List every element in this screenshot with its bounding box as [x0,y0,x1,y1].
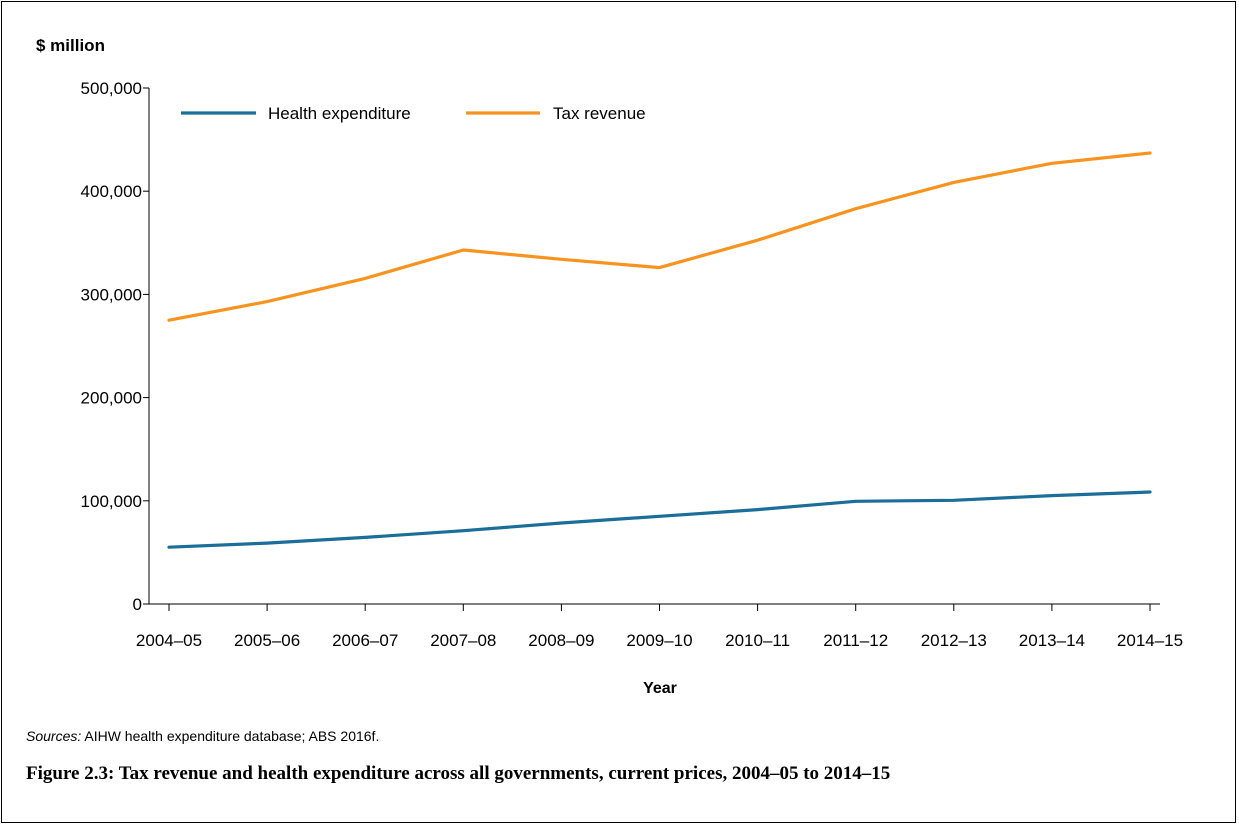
x-tick-label: 2005–06 [234,631,300,650]
line-chart: $ million 0 100,000 200,000 300,000 400,000 5… [36,36,1184,697]
y-tick-label: 500,000 [81,79,142,98]
series-lines [167,151,1152,549]
y-tick-label: 100,000 [81,492,142,511]
x-tick-label: 2011–12 [823,631,888,650]
x-axis-title: Year [643,680,677,697]
y-tick-label: 0 [133,595,142,614]
y-axis-title: $ million [36,36,105,55]
sources-text: AIHW health expenditure database; ABS 20… [81,728,380,744]
x-tick-label: 2014–15 [1117,631,1183,650]
y-tick-label: 200,000 [81,389,142,408]
y-tick-label: 400,000 [81,182,142,201]
x-tick-label: 2012–13 [921,631,987,650]
legend: Health expenditure Tax revenue [181,104,646,123]
legend-label-tax-revenue: Tax revenue [553,104,646,123]
x-tick-label: 2007–08 [430,631,496,650]
sources-label: Sources: [26,728,82,744]
x-tick-label: 2010–11 [725,631,790,650]
x-tick-label: 2013–14 [1019,631,1085,650]
x-tick-label: 2008–09 [528,631,594,650]
legend-label-health-expenditure: Health expenditure [268,104,411,123]
figure-caption: Figure 2.3: Tax revenue and health expen… [26,763,891,784]
health-expenditure-line [167,490,1152,549]
x-tick-label: 2006–07 [332,631,398,650]
tax-revenue-line [167,151,1152,322]
x-tick-label: 2004–05 [136,631,202,650]
sources-note: Sources: AIHW health expenditure databas… [26,728,379,744]
y-tick-label: 300,000 [81,285,142,304]
axes: 0 100,000 200,000 300,000 400,000 500,000 2004… [81,79,1184,650]
x-tick-label: 2009–10 [626,631,692,650]
